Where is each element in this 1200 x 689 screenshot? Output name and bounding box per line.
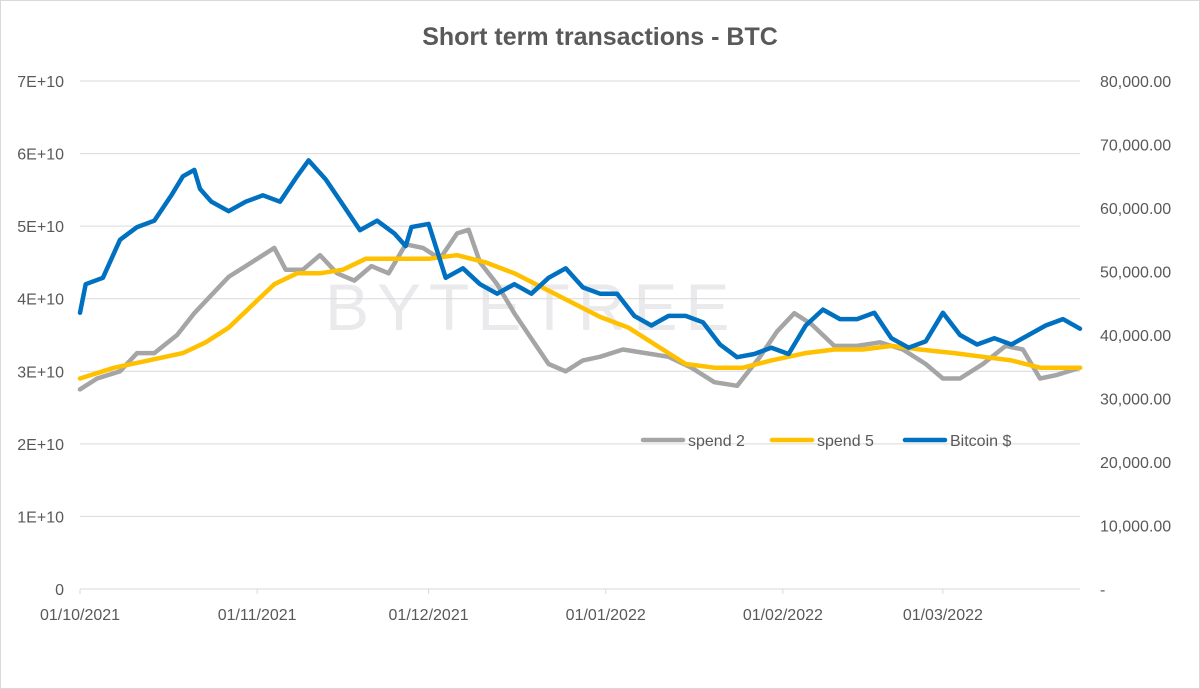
right-axis-tick-label: 20,000.00 bbox=[1100, 455, 1171, 472]
right-axis-tick-label: 60,000.00 bbox=[1100, 201, 1171, 218]
series-lines bbox=[77, 158, 1083, 392]
right-axis-tick-label: 50,000.00 bbox=[1100, 265, 1171, 282]
right-axis-tick-label: 30,000.00 bbox=[1100, 392, 1171, 409]
x-axis-tick-label: 01/03/2022 bbox=[903, 607, 983, 624]
right-axis-tick-label: 70,000.00 bbox=[1100, 138, 1171, 155]
right-axis-tick-label: - bbox=[1100, 582, 1105, 599]
x-axis-tick-label: 01/12/2021 bbox=[389, 607, 469, 624]
series-line-spend-5 bbox=[77, 252, 1083, 381]
left-axis-tick-label: 0 bbox=[55, 582, 64, 599]
x-axis-tick-label: 01/11/2021 bbox=[218, 607, 297, 624]
chart-title: Short term transactions - BTC bbox=[422, 23, 778, 51]
left-axis-ticks: 0 1E+10 2E+10 3E+10 4E+10 5E+10 6E+10 7E+10 bbox=[17, 74, 64, 599]
left-axis-tick-label: 1E+10 bbox=[17, 509, 64, 526]
legend: spend 2 spend 5 Bitcoin $ bbox=[640, 433, 1011, 450]
left-axis-tick-label: 2E+10 bbox=[17, 437, 64, 454]
right-axis-ticks: - 10,000.00 20,000.00 30,000.00 40,000.00 50,… bbox=[1100, 74, 1171, 599]
left-axis-tick-label: 3E+10 bbox=[17, 364, 64, 381]
series-line-bitcoin bbox=[77, 158, 1083, 360]
legend-label-spend-2: spend 2 bbox=[688, 433, 745, 450]
x-axis-tick-label: 01/02/2022 bbox=[743, 607, 823, 624]
legend-label-spend-5: spend 5 bbox=[817, 433, 874, 450]
x-axis-tick-label: 01/01/2022 bbox=[566, 607, 646, 624]
x-axis-tick-label: 01/10/2021 bbox=[40, 607, 120, 624]
right-axis-tick-label: 10,000.00 bbox=[1100, 519, 1171, 536]
right-axis-tick-label: 40,000.00 bbox=[1100, 328, 1171, 345]
legend-label-bitcoin: Bitcoin $ bbox=[950, 433, 1011, 450]
left-axis-tick-label: 6E+10 bbox=[17, 147, 64, 164]
right-axis-tick-label: 80,000.00 bbox=[1100, 74, 1171, 91]
left-axis-tick-label: 5E+10 bbox=[17, 219, 64, 236]
gridlines bbox=[80, 80, 1080, 517]
left-axis-tick-label: 7E+10 bbox=[17, 74, 64, 91]
x-axis-ticks: 01/10/2021 01/11/2021 01/12/2021 01/01/2022… bbox=[40, 589, 983, 624]
left-axis-tick-label: 4E+10 bbox=[17, 292, 64, 309]
